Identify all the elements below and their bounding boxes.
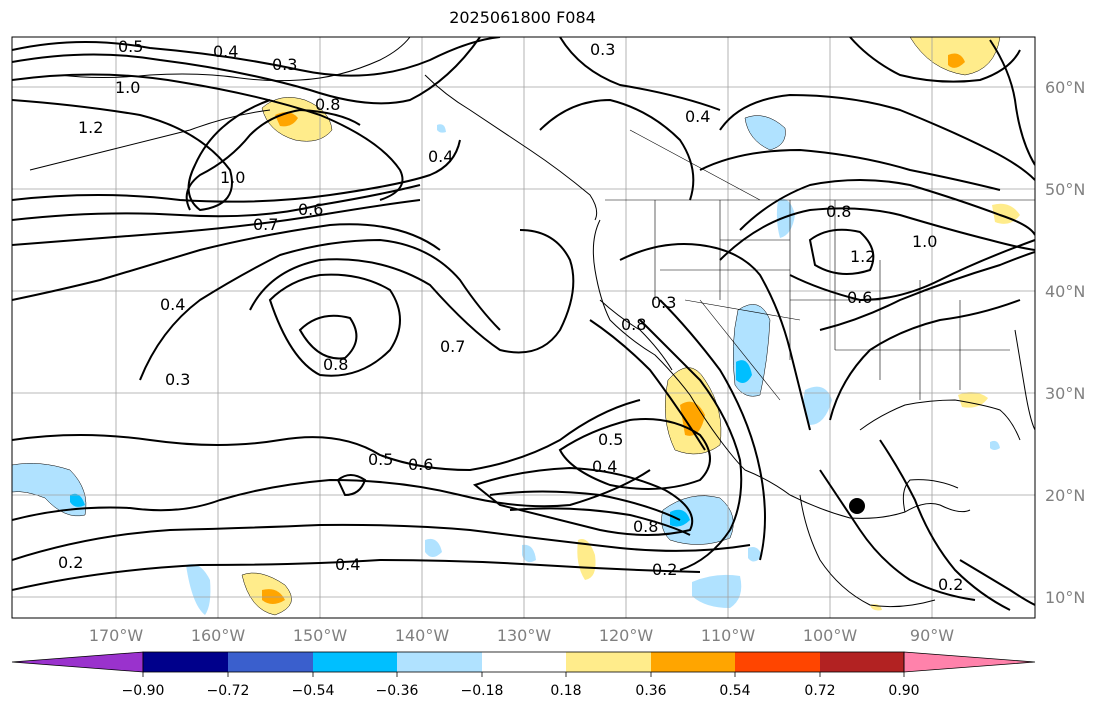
lat-label: 10°N: [1045, 588, 1086, 607]
colorbar-extend-low: [11, 651, 144, 673]
colorbar-bin: [651, 652, 735, 672]
contour-label: 1.2: [850, 247, 875, 266]
lat-label: 50°N: [1045, 180, 1086, 199]
contour-label: 0.2: [938, 575, 963, 594]
contour-label: 0.2: [652, 560, 677, 579]
contour-label: 0.8: [621, 315, 646, 334]
location-marker: [849, 498, 865, 514]
colorbar-tick-label: −0.72: [206, 683, 250, 699]
lat-label: 30°N: [1045, 384, 1086, 403]
lat-label: 60°N: [1045, 78, 1086, 97]
map-frame: [11, 36, 1036, 619]
contour-label: 1.0: [220, 168, 245, 187]
lon-label: 170°W: [88, 626, 144, 645]
contour-label: 0.3: [272, 55, 297, 74]
grid-lines: [12, 37, 1035, 618]
coastlines: [29, 37, 1035, 608]
colorbar-tick-label: −0.90: [121, 683, 165, 699]
contour-label: 0.4: [592, 457, 617, 476]
lon-label: 140°W: [394, 626, 450, 645]
colorbar-tick-label: −0.18: [460, 683, 504, 699]
colorbar-bin: [820, 652, 904, 672]
contour-label: 0.8: [315, 95, 340, 114]
colorbar-tick-label: 0.54: [719, 683, 751, 699]
contour-label: 0.4: [428, 147, 453, 166]
contour-label: 0.3: [651, 293, 676, 312]
colorbar-tick-label: 0.72: [804, 683, 836, 699]
contour-label: 0.2: [58, 553, 83, 572]
contour-label: 0.5: [368, 450, 393, 469]
lon-label: 90°W: [909, 626, 955, 645]
negative-anomaly-shading: [12, 115, 1000, 615]
contour-label: 0.5: [598, 430, 623, 449]
lon-label: 110°W: [700, 626, 756, 645]
lon-label: 160°W: [190, 626, 246, 645]
lon-label: 120°W: [598, 626, 654, 645]
colorbar-bin: [143, 652, 228, 672]
lon-label: 100°W: [802, 626, 858, 645]
contour-label: 1.0: [115, 78, 140, 97]
contour-label: 0.3: [165, 370, 190, 389]
contour-labels: 0.5 0.4 0.3 1.0 1.2 0.8 1.0 0.7 0.6 0.4 …: [58, 37, 963, 594]
contour-label: 0.5: [118, 37, 143, 56]
contour-label: 0.3: [590, 40, 615, 59]
lat-label: 20°N: [1045, 486, 1086, 505]
colorbar-tick-label: 0.18: [550, 683, 582, 699]
contour-label: 0.8: [826, 202, 851, 221]
colorbar-extend-high: [903, 651, 1036, 673]
contour-label: 0.4: [685, 107, 710, 126]
colorbar-bin: [313, 652, 397, 672]
contour-label: 0.4: [213, 42, 238, 61]
colorbar-bin: [566, 652, 651, 672]
contour-label: 0.8: [323, 355, 348, 374]
lon-label: 130°W: [496, 626, 552, 645]
contour-label: 1.0: [912, 232, 937, 251]
contour-label: 0.6: [847, 288, 872, 307]
contour-label: 1.2: [78, 118, 103, 137]
contour-lines: [12, 37, 1035, 611]
lat-label: 40°N: [1045, 282, 1086, 301]
colorbar-tick-label: 0.90: [888, 683, 920, 699]
colorbar-bin: [482, 652, 566, 672]
contour-label: 0.7: [440, 337, 465, 356]
contour-label: 0.6: [298, 200, 323, 219]
contour-label: 0.4: [335, 555, 360, 574]
colorbar: [11, 651, 1036, 677]
colorbar-tick-label: 0.36: [635, 683, 667, 699]
contour-label: 0.8: [633, 517, 658, 536]
colorbar-tick-label: −0.36: [375, 683, 419, 699]
contour-label: 0.7: [253, 215, 278, 234]
contour-label: 0.6: [408, 455, 433, 474]
colorbar-tick-label: −0.54: [291, 683, 335, 699]
colorbar-bin: [228, 652, 313, 672]
contour-label: 0.4: [160, 295, 185, 314]
lon-label: 150°W: [292, 626, 348, 645]
colorbar-bin: [735, 652, 820, 672]
map-title: 2025061800 F084: [449, 8, 596, 27]
colorbar-bin: [397, 652, 482, 672]
